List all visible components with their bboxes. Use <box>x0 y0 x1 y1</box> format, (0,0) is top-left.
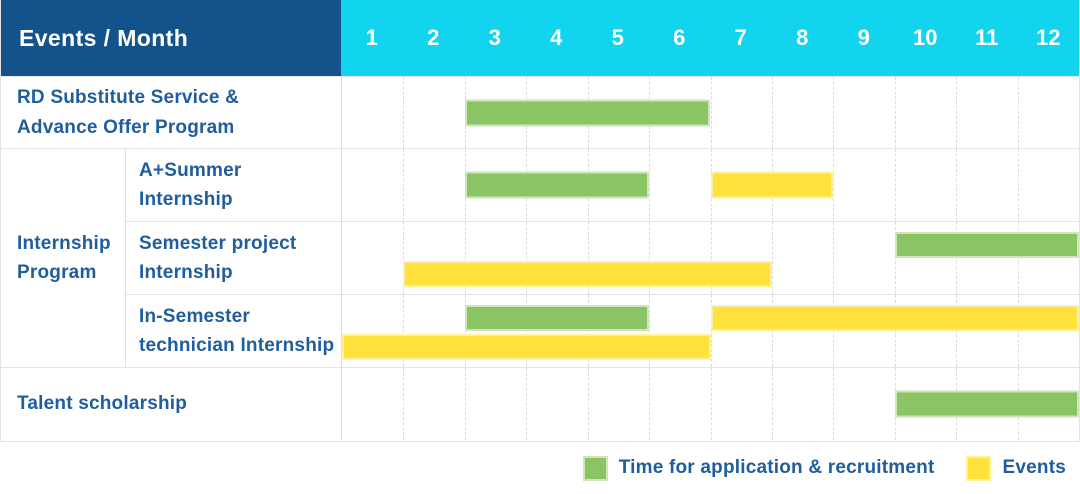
legend-label-recruitment: Time for application & recruitment <box>618 457 935 478</box>
group-label-internship-program: Internship Program <box>1 148 125 367</box>
month-gridline <box>464 368 466 440</box>
gantt-bar-event <box>710 171 834 199</box>
month-gridline <box>587 222 589 294</box>
month-header-5: 5 <box>611 25 624 50</box>
gantt-bar-recruitment <box>464 305 650 331</box>
month-gridline <box>833 368 835 440</box>
month-gridline <box>649 368 651 440</box>
month-gridline <box>771 77 773 148</box>
gantt-table: Events / Month 1 2 3 4 5 6 7 8 9 10 11 1… <box>0 0 1080 442</box>
row-label-talent-scholarship: Talent scholarship <box>1 367 341 440</box>
month-gridline <box>649 149 651 221</box>
month-header-7: 7 <box>734 25 747 50</box>
month-gridline <box>403 222 405 294</box>
chart-row-a-plus-summer-internship <box>341 148 1079 221</box>
month-header-9: 9 <box>857 25 870 50</box>
month-gridline <box>403 368 405 440</box>
month-header-6: 6 <box>673 25 686 50</box>
month-gridline <box>956 77 958 148</box>
month-gridline <box>526 368 528 440</box>
month-gridline <box>403 295 405 367</box>
month-gridline <box>464 295 466 367</box>
month-gridline <box>894 222 896 294</box>
page-title: Events / Month <box>19 24 189 51</box>
row-label-in-semester-technician-internship: In-Semester technician Internship <box>125 294 341 367</box>
month-gridline <box>587 368 589 440</box>
chart-row-rd-substitute-service <box>341 76 1079 148</box>
month-header-4: 4 <box>550 25 563 50</box>
gantt-bar-event <box>403 261 772 287</box>
month-gridline <box>771 295 773 367</box>
gantt-bar-recruitment <box>464 99 711 126</box>
month-gridline <box>526 222 528 294</box>
month-gridline <box>710 295 712 367</box>
month-gridline <box>403 149 405 221</box>
month-gridline <box>894 77 896 148</box>
gantt-bar-recruitment <box>464 171 650 199</box>
gantt-bar-event <box>342 334 711 360</box>
month-header-3: 3 <box>488 25 501 50</box>
month-header-1: 1 <box>365 25 378 50</box>
month-gridline <box>403 77 405 148</box>
legend: Time for application & recruitment Event… <box>0 442 1080 494</box>
month-gridline <box>771 368 773 440</box>
recruitment-color-swatch-icon <box>582 455 608 481</box>
month-gridline <box>587 295 589 367</box>
month-gridline <box>956 149 958 221</box>
legend-item-recruitment: Time for application & recruitment <box>582 455 935 481</box>
month-gridline <box>1017 77 1019 148</box>
chart-row-semester-project-internship <box>341 221 1079 294</box>
events-color-swatch-icon <box>966 455 992 481</box>
month-gridline <box>710 77 712 148</box>
month-gridline <box>833 295 835 367</box>
month-gridline <box>649 295 651 367</box>
table-header-title: Events / Month <box>1 0 341 76</box>
month-header-row: 1 2 3 4 5 6 7 8 9 10 11 12 <box>341 0 1079 76</box>
month-gridline <box>710 368 712 440</box>
month-gridline <box>1017 222 1019 294</box>
month-gridline <box>833 149 835 221</box>
month-gridline <box>771 222 773 294</box>
month-gridline <box>956 222 958 294</box>
month-header-10: 10 <box>913 25 938 50</box>
month-gridline <box>1017 149 1019 221</box>
month-gridline <box>464 222 466 294</box>
chart-row-in-semester-technician-internship <box>341 294 1079 367</box>
month-header-8: 8 <box>796 25 809 50</box>
row-label-rd-substitute-service: RD Substitute Service & Advance Offer Pr… <box>1 76 341 148</box>
gantt-bar-event <box>710 305 1079 331</box>
month-gridline <box>710 222 712 294</box>
month-header-2: 2 <box>427 25 440 50</box>
month-gridline <box>1017 295 1019 367</box>
month-header-11: 11 <box>975 25 999 50</box>
month-gridline <box>894 149 896 221</box>
legend-item-events: Events <box>966 455 1066 481</box>
month-gridline <box>649 222 651 294</box>
month-gridline <box>956 295 958 367</box>
gantt-bar-recruitment <box>894 390 1079 418</box>
month-header-12: 12 <box>1036 25 1061 50</box>
month-gridline <box>833 222 835 294</box>
gantt-bar-recruitment <box>894 232 1079 258</box>
chart-row-talent-scholarship <box>341 367 1079 440</box>
month-gridline <box>526 295 528 367</box>
month-gridline <box>833 77 835 148</box>
row-label-a-plus-summer-internship: A+Summer Internship <box>125 148 341 221</box>
month-gridline <box>894 295 896 367</box>
row-label-semester-project-internship: Semester project Internship <box>125 221 341 294</box>
legend-label-events: Events <box>1002 457 1066 478</box>
